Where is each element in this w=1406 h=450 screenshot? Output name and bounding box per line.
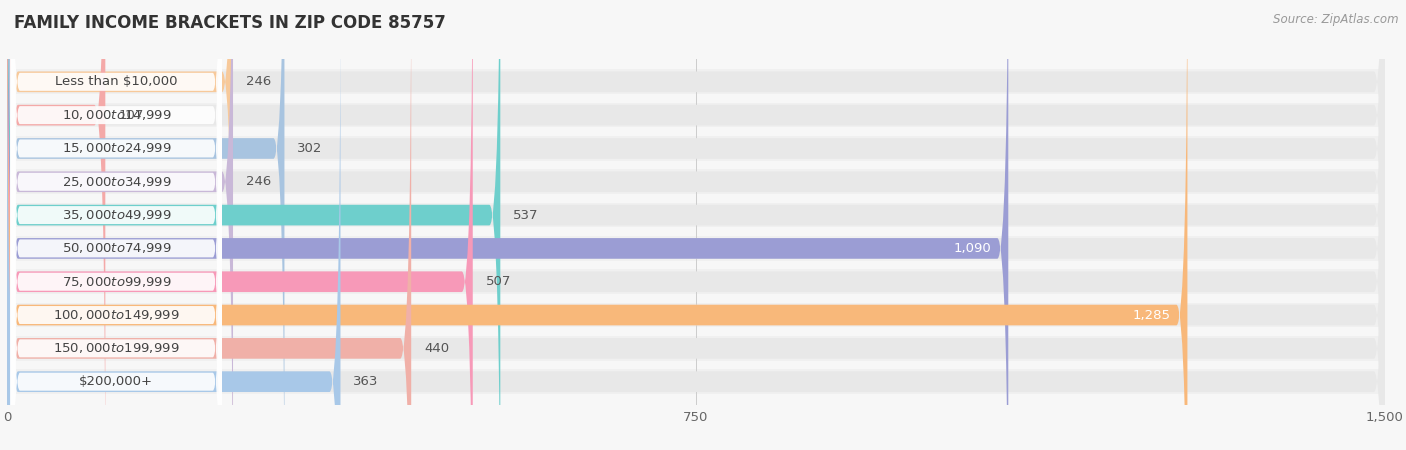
FancyBboxPatch shape	[11, 0, 222, 439]
FancyBboxPatch shape	[11, 0, 222, 450]
Text: 507: 507	[485, 275, 510, 288]
Text: $35,000 to $49,999: $35,000 to $49,999	[62, 208, 172, 222]
Text: 1,285: 1,285	[1133, 309, 1171, 322]
FancyBboxPatch shape	[7, 0, 1008, 450]
Text: $25,000 to $34,999: $25,000 to $34,999	[62, 175, 172, 189]
Text: $150,000 to $199,999: $150,000 to $199,999	[53, 342, 180, 356]
FancyBboxPatch shape	[11, 24, 222, 450]
Text: FAMILY INCOME BRACKETS IN ZIP CODE 85757: FAMILY INCOME BRACKETS IN ZIP CODE 85757	[14, 14, 446, 32]
FancyBboxPatch shape	[7, 0, 411, 450]
FancyBboxPatch shape	[11, 0, 222, 450]
FancyBboxPatch shape	[7, 0, 284, 450]
Text: Less than $10,000: Less than $10,000	[55, 75, 177, 88]
FancyBboxPatch shape	[0, 303, 1395, 327]
FancyBboxPatch shape	[0, 69, 1395, 94]
FancyBboxPatch shape	[7, 0, 1385, 450]
Text: $15,000 to $24,999: $15,000 to $24,999	[62, 141, 172, 155]
FancyBboxPatch shape	[7, 0, 1385, 450]
FancyBboxPatch shape	[7, 0, 1385, 450]
FancyBboxPatch shape	[7, 0, 1385, 450]
Text: 537: 537	[513, 209, 538, 221]
Text: 246: 246	[246, 175, 271, 188]
FancyBboxPatch shape	[0, 336, 1395, 361]
FancyBboxPatch shape	[0, 203, 1395, 227]
FancyBboxPatch shape	[11, 0, 222, 450]
FancyBboxPatch shape	[7, 0, 1385, 450]
Text: 107: 107	[118, 108, 143, 122]
FancyBboxPatch shape	[7, 0, 1385, 450]
FancyBboxPatch shape	[7, 0, 340, 450]
Text: $75,000 to $99,999: $75,000 to $99,999	[62, 275, 172, 289]
Text: 440: 440	[425, 342, 449, 355]
Text: $200,000+: $200,000+	[79, 375, 153, 388]
Text: $50,000 to $74,999: $50,000 to $74,999	[62, 241, 172, 256]
Text: $100,000 to $149,999: $100,000 to $149,999	[53, 308, 180, 322]
FancyBboxPatch shape	[11, 0, 222, 450]
Text: Source: ZipAtlas.com: Source: ZipAtlas.com	[1274, 14, 1399, 27]
FancyBboxPatch shape	[0, 270, 1395, 294]
FancyBboxPatch shape	[7, 0, 501, 450]
FancyBboxPatch shape	[11, 0, 222, 450]
FancyBboxPatch shape	[7, 0, 1385, 450]
FancyBboxPatch shape	[0, 103, 1395, 127]
FancyBboxPatch shape	[7, 0, 472, 450]
FancyBboxPatch shape	[0, 170, 1395, 194]
FancyBboxPatch shape	[11, 0, 222, 406]
FancyBboxPatch shape	[0, 369, 1395, 394]
FancyBboxPatch shape	[11, 58, 222, 450]
FancyBboxPatch shape	[7, 0, 1385, 450]
FancyBboxPatch shape	[7, 0, 1188, 450]
FancyBboxPatch shape	[7, 0, 233, 450]
FancyBboxPatch shape	[0, 236, 1395, 261]
FancyBboxPatch shape	[7, 0, 233, 450]
FancyBboxPatch shape	[0, 136, 1395, 161]
FancyBboxPatch shape	[7, 0, 105, 450]
FancyBboxPatch shape	[11, 0, 222, 450]
Text: $10,000 to $14,999: $10,000 to $14,999	[62, 108, 172, 122]
Text: 363: 363	[353, 375, 378, 388]
FancyBboxPatch shape	[7, 0, 1385, 450]
FancyBboxPatch shape	[7, 0, 1385, 450]
Text: 302: 302	[297, 142, 323, 155]
Text: 246: 246	[246, 75, 271, 88]
Text: 1,090: 1,090	[955, 242, 991, 255]
